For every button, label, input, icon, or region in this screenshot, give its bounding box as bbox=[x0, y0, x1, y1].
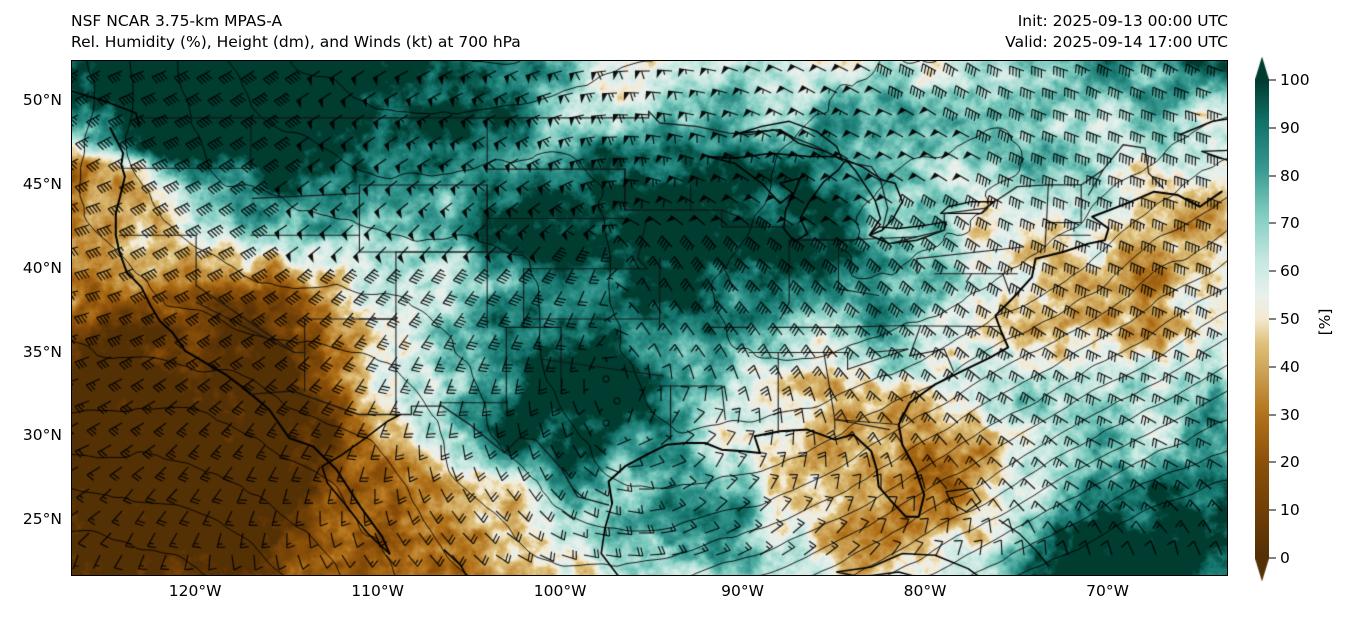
field-title: Rel. Humidity (%), Height (dm), and Wind… bbox=[71, 33, 521, 51]
colorbar-tick-text: 20 bbox=[1280, 453, 1300, 472]
longitude-tick-text: 70°W bbox=[1086, 582, 1129, 600]
longitude-tick-text: 90°W bbox=[721, 582, 764, 600]
colorbar-tick-text: 50 bbox=[1280, 310, 1300, 328]
longitude-tick-label: 80°W bbox=[904, 582, 968, 600]
latitude-tick-label: 25°N bbox=[23, 510, 62, 537]
colorbar-tick-text: 90 bbox=[1280, 118, 1300, 137]
colorbar-tick-mark bbox=[1269, 175, 1276, 177]
colorbar-tick-mark bbox=[1269, 270, 1276, 272]
relative-humidity-map-canvas bbox=[72, 61, 1227, 575]
latitude-tick-label: 30°N bbox=[23, 426, 62, 453]
colorbar-tick-text: 70 bbox=[1280, 214, 1300, 233]
map-plot-area bbox=[71, 60, 1228, 576]
longitude-tick-text: 80°W bbox=[903, 582, 947, 600]
colorbar-tick-text: 100 bbox=[1280, 71, 1310, 89]
model-title: NSF NCAR 3.75-km MPAS-A bbox=[71, 12, 283, 30]
colorbar-tick-text: 80 bbox=[1280, 166, 1300, 185]
colorbar-tick-mark bbox=[1269, 461, 1276, 463]
latitude-tick-label: 40°N bbox=[23, 259, 62, 286]
colorbar-gradient bbox=[1255, 80, 1269, 558]
colorbar-tick-text: 30 bbox=[1280, 405, 1300, 424]
valid-time: Valid: 2025-09-14 17:00 UTC bbox=[1005, 33, 1228, 51]
longitude-tick-text: 110°W bbox=[351, 582, 404, 600]
header-left: NSF NCAR 3.75-km MPAS-A Rel. Humidity (%… bbox=[71, 11, 521, 53]
colorbar-tick-text: 40 bbox=[1280, 357, 1300, 376]
latitude-tick-label: 50°N bbox=[23, 91, 62, 118]
init-time: Init: 2025-09-13 00:00 UTC bbox=[1017, 12, 1228, 30]
colorbar-tick-mark bbox=[1269, 414, 1276, 416]
latitude-tick-text: 25°N bbox=[22, 510, 62, 529]
colorbar-tick-mark bbox=[1269, 366, 1276, 368]
longitude-tick-label: 90°W bbox=[721, 582, 786, 600]
colorbar-tick-mark bbox=[1269, 509, 1276, 511]
latitude-tick-text: 40°N bbox=[22, 258, 62, 277]
colorbar-tick-mark bbox=[1269, 127, 1276, 129]
colorbar-tick-mark bbox=[1269, 318, 1276, 320]
latitude-tick-text: 50°N bbox=[22, 91, 62, 110]
colorbar-tick-text: 10 bbox=[1280, 501, 1300, 520]
latitude-tick-label: 45°N bbox=[23, 175, 62, 202]
longitude-tick-label: 70°W bbox=[1086, 582, 1151, 600]
longitude-tick-text: 120°W bbox=[168, 582, 222, 600]
latitude-tick-text: 45°N bbox=[22, 174, 62, 193]
colorbar-unit-label: [%] bbox=[1316, 308, 1334, 336]
colorbar-tick-mark bbox=[1269, 79, 1276, 81]
header-right: Init: 2025-09-13 00:00 UTC Valid: 2025-0… bbox=[1005, 11, 1228, 53]
colorbar bbox=[1255, 80, 1269, 558]
colorbar-tick-mark bbox=[1269, 222, 1276, 224]
latitude-tick-text: 30°N bbox=[22, 426, 62, 445]
longitude-tick-label: 110°W bbox=[351, 582, 431, 600]
colorbar-top-extension-arrow bbox=[1255, 56, 1269, 80]
longitude-tick-label: 100°W bbox=[534, 582, 613, 600]
latitude-tick-label: 35°N bbox=[23, 343, 62, 370]
latitude-tick-text: 35°N bbox=[22, 342, 62, 361]
longitude-tick-label: 120°W bbox=[169, 582, 248, 600]
colorbar-bottom-extension-arrow bbox=[1255, 558, 1269, 582]
colorbar-tick-text: 0 bbox=[1280, 549, 1290, 567]
longitude-tick-text: 100°W bbox=[533, 582, 587, 600]
colorbar-tick-text: 60 bbox=[1280, 262, 1300, 281]
colorbar-tick-mark bbox=[1269, 557, 1276, 559]
